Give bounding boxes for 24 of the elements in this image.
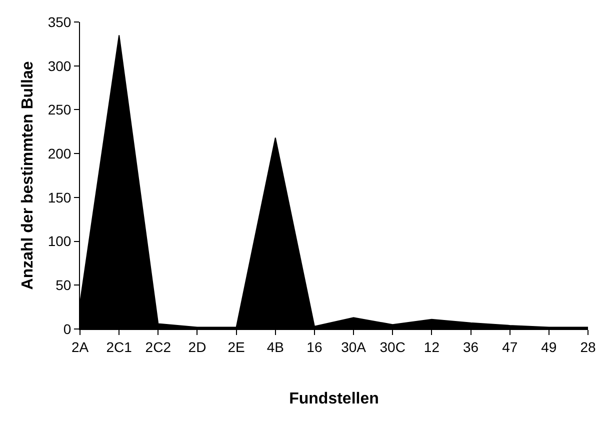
y-tick-label: 350 <box>48 14 72 30</box>
x-tick-label: 12 <box>424 338 440 355</box>
x-tick-label: 16 <box>306 338 322 355</box>
x-tick-label: 4B <box>266 338 284 355</box>
y-tick-label: 250 <box>48 102 72 118</box>
x-tick-label: 2E <box>228 338 245 355</box>
x-tick-label: 47 <box>502 338 518 355</box>
y-axis-title: Anzahl der bestimmten Bullae <box>20 61 37 290</box>
y-tick-label: 300 <box>48 58 72 74</box>
y-tick-label: 150 <box>48 189 72 206</box>
y-tick-label: 100 <box>48 233 72 250</box>
x-tick-label: 49 <box>541 338 557 355</box>
x-tick-label: 28 <box>580 338 596 355</box>
x-tick-label: 30A <box>341 338 367 355</box>
y-tick-label: 0 <box>63 320 72 337</box>
x-tick-label: 36 <box>462 338 479 355</box>
x-tick-label: 2C2 <box>145 338 172 355</box>
x-tick-label: 30C <box>380 338 406 355</box>
y-tick-label: 200 <box>48 145 72 162</box>
x-tick-label: 2C1 <box>106 338 132 355</box>
x-tick-label: 2D <box>188 338 206 355</box>
y-tick-label: 50 <box>56 277 72 294</box>
x-axis-title: Fundstellen <box>289 390 379 408</box>
x-tick-label: 2A <box>71 338 90 355</box>
